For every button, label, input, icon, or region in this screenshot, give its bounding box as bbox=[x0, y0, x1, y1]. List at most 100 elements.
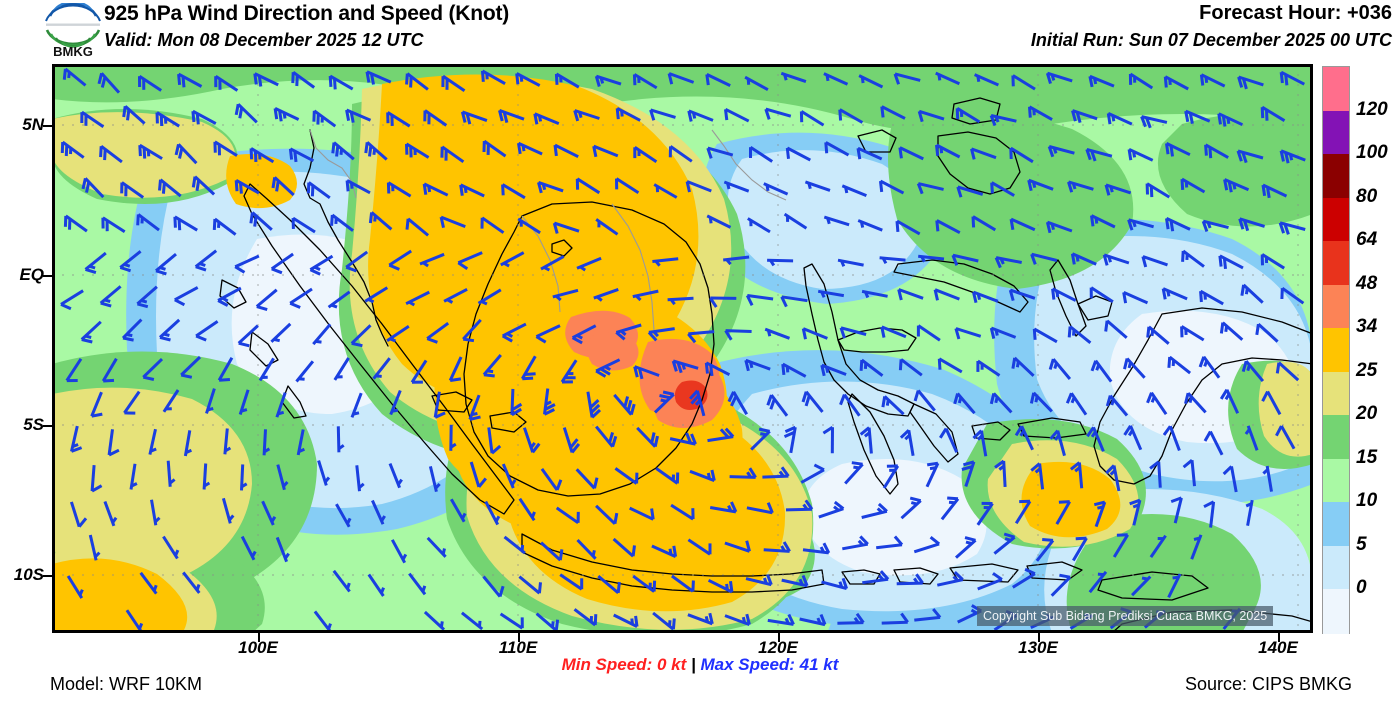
wind-barb-feather bbox=[388, 263, 400, 271]
wind-barb-feather bbox=[465, 113, 472, 125]
wind-barb-feather bbox=[239, 182, 243, 194]
wind-barb-feather bbox=[1028, 106, 1032, 118]
wind-barb-shaft bbox=[964, 461, 976, 487]
wind-barb-shaft bbox=[560, 359, 578, 383]
wind-barb-feather bbox=[929, 466, 937, 471]
wind-barb-shaft bbox=[407, 217, 430, 237]
colorbar-label-34: 34 bbox=[1356, 316, 1378, 338]
wind-barb-feather bbox=[1275, 425, 1283, 437]
wind-barb-feather bbox=[1105, 464, 1116, 475]
wind-barb-shaft bbox=[586, 391, 594, 418]
wind-barb-feather bbox=[351, 341, 363, 348]
wind-barb-feather bbox=[659, 394, 671, 400]
wind-barb-feather bbox=[1049, 429, 1059, 440]
wind-barb-shaft bbox=[669, 437, 696, 446]
wind-barb-feather bbox=[195, 265, 207, 272]
wind-barb-feather bbox=[137, 302, 149, 309]
colorbar-band-10 bbox=[1323, 458, 1349, 503]
colorbar[interactable] bbox=[1322, 66, 1350, 634]
wind-barb-feather bbox=[480, 300, 488, 306]
wind-barb-feather bbox=[994, 459, 1005, 469]
wind-barb-feather bbox=[253, 150, 258, 162]
wind-barb-shaft bbox=[410, 359, 428, 384]
wind-barb-feather bbox=[108, 448, 120, 457]
wind-barb-feather bbox=[746, 78, 751, 85]
wind-barb-feather bbox=[765, 184, 770, 192]
wind-barb-feather bbox=[1284, 152, 1290, 164]
wind-barb-shaft bbox=[992, 392, 1013, 414]
lat-tick bbox=[43, 575, 52, 577]
wind-speed-map[interactable] bbox=[52, 64, 1313, 633]
wind-barb-feather bbox=[725, 258, 732, 266]
wind-barb-feather bbox=[554, 73, 559, 85]
wind-barb-feather bbox=[672, 545, 678, 557]
wind-barb-shaft bbox=[1200, 73, 1226, 88]
lon-tick bbox=[778, 633, 780, 642]
wind-barb-shaft bbox=[918, 109, 945, 121]
wind-barb-feather bbox=[324, 476, 331, 484]
forecast-hour-label: Forecast Hour: +036 bbox=[1199, 2, 1392, 24]
wind-barb-feather bbox=[288, 148, 294, 160]
wind-barb-feather bbox=[694, 399, 702, 406]
wind-barb-shaft bbox=[406, 72, 429, 91]
wind-barb-feather bbox=[783, 430, 796, 438]
wind-barb-feather bbox=[1104, 320, 1109, 332]
wind-barb-feather bbox=[1165, 218, 1170, 230]
wind-barb-feather bbox=[885, 399, 890, 406]
wind-barb-shaft bbox=[1219, 254, 1244, 270]
wind-barb-shaft bbox=[138, 74, 163, 92]
wind-barb-feather bbox=[706, 147, 713, 159]
wind-barb-feather bbox=[879, 570, 890, 581]
wind-barb-feather bbox=[310, 185, 315, 197]
wind-barb-shaft bbox=[724, 541, 750, 553]
wind-barb-feather bbox=[708, 612, 714, 625]
wind-barb-feather bbox=[191, 176, 197, 188]
wind-barb-feather bbox=[122, 336, 134, 342]
wind-barb-feather bbox=[807, 182, 812, 190]
wind-barb-shaft bbox=[1239, 217, 1266, 228]
map-panel[interactable]: Copyright Sub Bidang Prediksi Cuaca BMKG… bbox=[52, 64, 1313, 633]
wind-barb-shaft bbox=[250, 147, 275, 164]
wind-barb-feather bbox=[91, 484, 103, 493]
wind-barb-feather bbox=[273, 108, 279, 120]
wind-barb-feather bbox=[725, 583, 729, 590]
wind-barb-shaft bbox=[61, 140, 85, 159]
wind-barb-shaft bbox=[214, 74, 239, 92]
wind-barb-feather bbox=[1097, 572, 1104, 577]
wind-barb-feather bbox=[687, 332, 697, 344]
wind-barb-shaft bbox=[862, 577, 889, 585]
wind-barb-shaft bbox=[1052, 358, 1072, 380]
wind-barb-feather bbox=[1088, 75, 1094, 88]
wind-barb-shaft bbox=[688, 330, 715, 336]
colorbar-band-64 bbox=[1323, 197, 1349, 242]
wind-barb-feather bbox=[649, 109, 656, 121]
wind-barb-shaft bbox=[1068, 180, 1094, 191]
wind-barb-shaft bbox=[517, 141, 543, 156]
wind-barb-feather bbox=[159, 266, 166, 271]
wind-barb-feather bbox=[368, 212, 374, 224]
wind-barb-feather bbox=[1150, 329, 1155, 337]
wind-barb-shaft bbox=[433, 391, 441, 418]
wind-barb-feather bbox=[749, 361, 754, 369]
wind-barb-shaft bbox=[843, 393, 861, 417]
lat-label-eq: EQ bbox=[19, 265, 44, 284]
logo-divider bbox=[46, 23, 100, 26]
wind-barb-feather bbox=[1219, 322, 1225, 334]
wind-barb-feather bbox=[401, 553, 408, 561]
wind-barb-feather bbox=[838, 109, 843, 121]
wind-barb-shaft bbox=[1032, 391, 1053, 413]
wind-barb-feather bbox=[1168, 78, 1172, 86]
wind-barb-feather bbox=[1071, 182, 1077, 190]
wind-barb-shaft bbox=[1245, 360, 1265, 383]
wind-barb-shaft bbox=[1103, 253, 1130, 265]
wind-barb-feather bbox=[1246, 364, 1251, 372]
wind-barb-feather bbox=[1240, 284, 1246, 296]
wind-barb-feather bbox=[483, 373, 495, 378]
wind-barb-feather bbox=[185, 448, 193, 454]
lat-label-10s: 10S bbox=[13, 565, 44, 584]
wind-barb-feather bbox=[122, 105, 127, 118]
wind-barb-feather bbox=[880, 106, 885, 118]
wind-barb-feather bbox=[537, 115, 543, 122]
wind-barb-shaft bbox=[913, 542, 940, 554]
wind-barb-feather bbox=[801, 328, 807, 340]
